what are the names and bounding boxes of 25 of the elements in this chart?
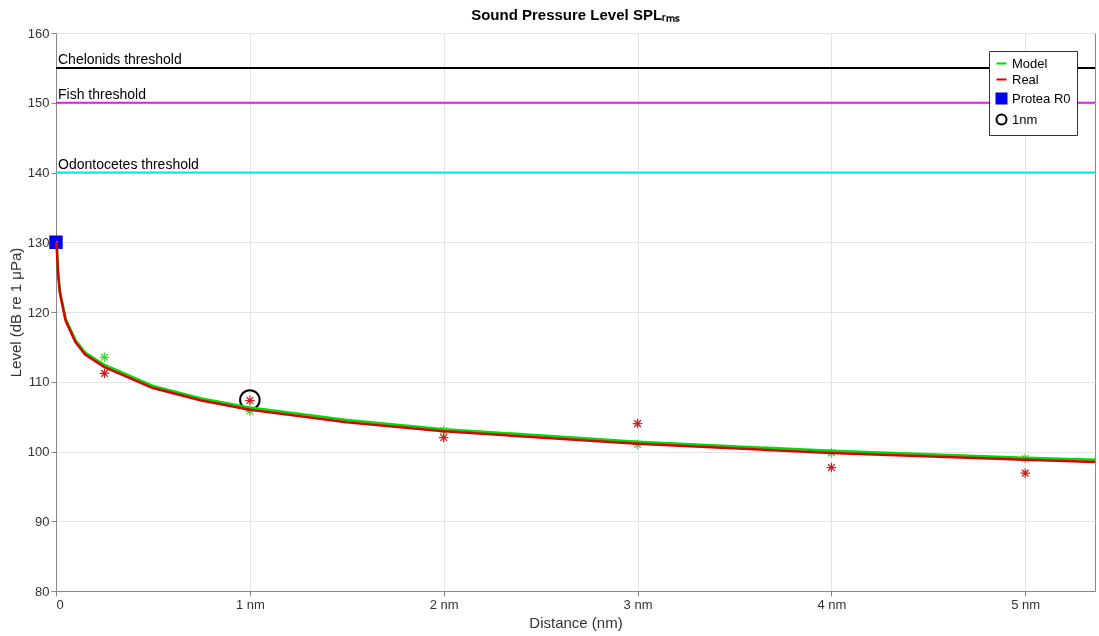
ref-line-label: Odontocetes threshold — [58, 155, 199, 172]
legend-label: Real — [1012, 71, 1039, 87]
y-tick-label: 160 — [27, 25, 50, 41]
y-tick-label: 110 — [28, 374, 50, 390]
y-axis-title: Level (dB re 1 μPa) — [6, 247, 24, 378]
y-tick-label: 90 — [35, 513, 50, 529]
ref-line-label: Fish threshold — [58, 85, 146, 102]
legend-label: Protea R0 — [1012, 90, 1071, 106]
y-tick-label: 150 — [27, 95, 50, 111]
y-tick-label: 80 — [35, 583, 50, 599]
x-tick-label: 3 nm — [623, 596, 653, 612]
x-axis-title: Distance (nm) — [529, 613, 623, 631]
x-tick-label: 5 nm — [1011, 596, 1041, 612]
x-tick-label: 2 nm — [429, 596, 459, 612]
y-tick-label: 140 — [27, 165, 50, 180]
y-tick-label: 100 — [27, 444, 50, 459]
legend-label: Model — [1012, 55, 1048, 71]
x-tick-label: 0 — [56, 596, 64, 612]
legend-label: 1nm — [1012, 111, 1038, 127]
y-tick-label: 130 — [27, 234, 50, 250]
chart-title: Sound Pressure Level SPLᵣₘₛ — [471, 6, 680, 23]
ref-line-label: Chelonids threshold — [58, 50, 182, 67]
y-tick-label: 120 — [27, 304, 50, 320]
x-tick-label: 4 nm — [817, 596, 847, 612]
x-tick-label: 1 nm — [235, 596, 265, 612]
